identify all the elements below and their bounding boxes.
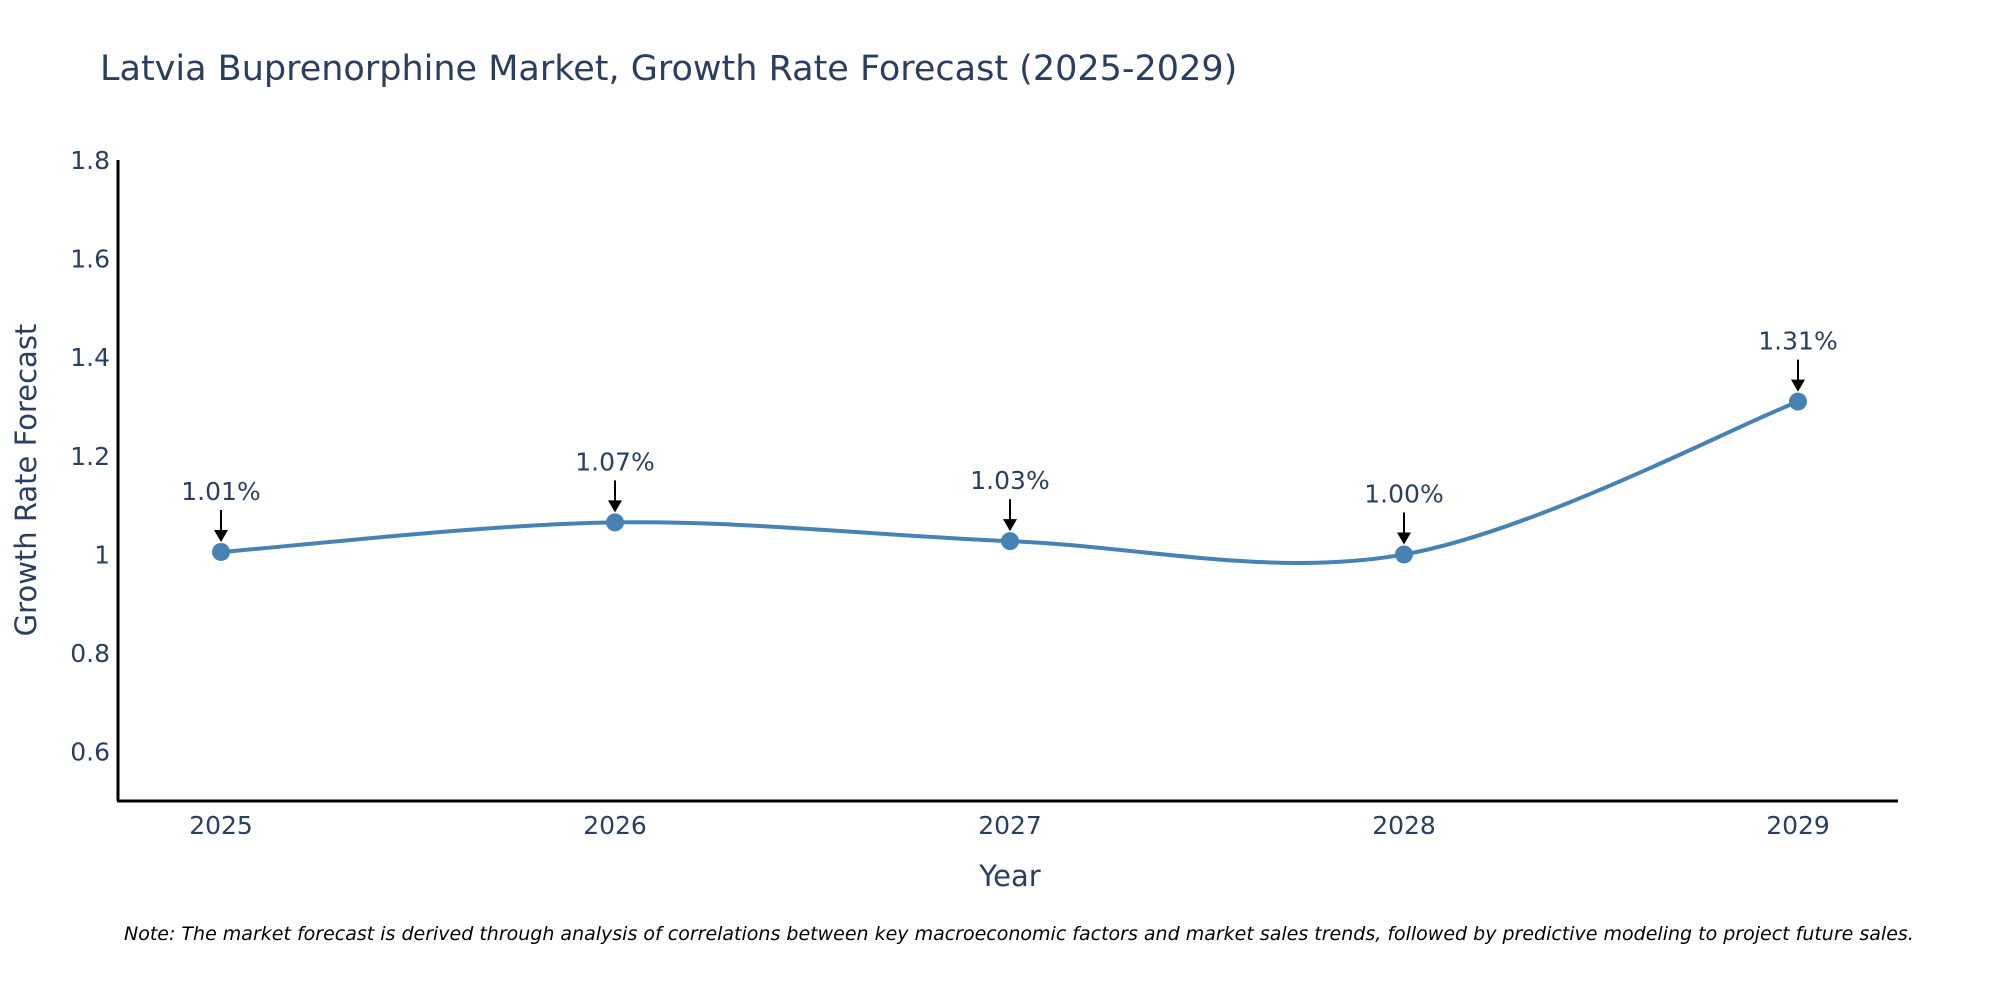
x-axis-title: Year [978, 859, 1040, 893]
annotation-arrow-head [1003, 519, 1017, 532]
y-axis-title: Growth Rate Forecast [9, 324, 43, 637]
y-tick-label: 1 [94, 540, 110, 569]
data-label: 1.00% [1364, 479, 1443, 508]
y-tick-label: 0.6 [70, 738, 110, 767]
y-tick-label: 1.6 [70, 245, 110, 274]
annotation-arrow-head [214, 529, 228, 542]
x-tick-label: 2027 [978, 811, 1042, 840]
data-point [1789, 392, 1807, 411]
plot-area: 0.6 0.8 1 1.2 1.4 1.6 1.8 2025 2026 2027 2028 2029… [70, 146, 1898, 840]
annotation-arrow-head [1397, 532, 1411, 545]
footnote: Note: The market forecast is derived thr… [124, 923, 1914, 945]
x-tick-label: 2025 [189, 811, 253, 840]
data-point [1001, 532, 1019, 551]
y-tick-label: 1.4 [70, 343, 110, 372]
data-label: 1.31% [1758, 327, 1837, 356]
series-points [212, 392, 1807, 564]
x-axis-ticks: 2025 2026 2027 2028 2029 [189, 811, 1830, 840]
data-label: 1.03% [970, 466, 1049, 495]
data-labels: 1.01% 1.07% 1.03% 1.00% 1.31% [181, 327, 1838, 545]
data-label: 1.01% [181, 477, 260, 506]
x-tick-label: 2026 [583, 811, 647, 840]
data-point [212, 542, 230, 561]
y-tick-label: 0.8 [70, 639, 110, 668]
chart-title: Latvia Buprenorphine Market, Growth Rate… [100, 49, 1237, 89]
x-tick-label: 2028 [1372, 811, 1436, 840]
data-point [1395, 545, 1413, 564]
annotation-arrow-head [608, 500, 622, 513]
data-point [606, 513, 624, 532]
y-axis-ticks: 0.6 0.8 1 1.2 1.4 1.6 1.8 [70, 146, 110, 767]
data-label: 1.07% [575, 447, 654, 476]
x-tick-label: 2029 [1766, 811, 1830, 840]
y-tick-label: 1.2 [70, 442, 110, 471]
y-tick-label: 1.8 [70, 146, 110, 175]
annotation-arrow-head [1791, 379, 1805, 392]
